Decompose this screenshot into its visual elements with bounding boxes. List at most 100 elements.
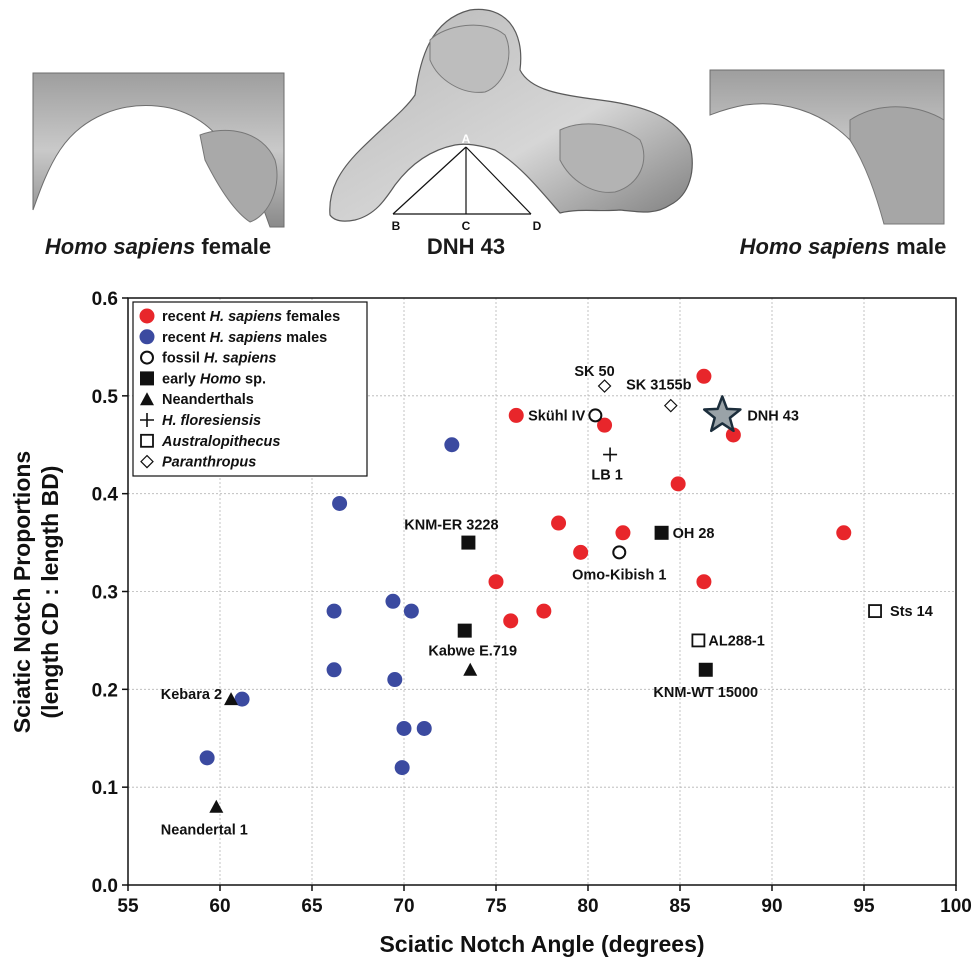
data-points — [199, 368, 882, 813]
data-point-circle-blue — [385, 593, 401, 609]
data-point-circle-blue — [326, 662, 342, 678]
legend-marker-diamond-open — [140, 454, 154, 469]
data-point-plus — [603, 447, 618, 462]
legend-entry: recent H. sapiens males — [162, 330, 327, 346]
data-point-circle-blue — [234, 691, 250, 707]
x-axis-title: Sciatic Notch Angle (degrees) — [379, 931, 704, 957]
left-image-caption: Homo sapiens female — [45, 234, 271, 259]
diagram-label-b: B — [392, 219, 401, 233]
data-point-circle-red — [725, 427, 741, 443]
data-point-star — [702, 395, 742, 433]
data-point-square-open — [691, 633, 706, 648]
legend-marker-circle-open — [140, 350, 154, 365]
legend-entry: H. floresiensis — [162, 413, 261, 429]
x-tick-label: 70 — [393, 896, 414, 917]
data-point-square-filled — [698, 662, 713, 677]
data-point-circle-blue — [387, 672, 403, 688]
y-tick-label: 0.0 — [92, 876, 118, 897]
data-point-circle-red — [696, 574, 712, 590]
data-point-circle-open — [612, 545, 627, 560]
point-label: Skühl IV — [528, 408, 586, 424]
notch-diagram — [392, 146, 532, 215]
data-point-circle-blue — [403, 603, 419, 619]
y-tick-label: 0.2 — [92, 680, 118, 701]
data-point-circle-blue — [199, 750, 215, 766]
point-label: Sts 14 — [890, 604, 933, 620]
y-axis-title-line1: Sciatic Notch Proportions — [9, 451, 35, 733]
data-point-square-filled — [461, 535, 476, 550]
x-tick-label: 90 — [761, 896, 782, 917]
data-point-circle-red — [551, 515, 567, 531]
y-tick-label: 0.1 — [92, 778, 119, 799]
data-point-diamond-open — [663, 398, 678, 413]
right-image-caption: Homo sapiens male — [740, 234, 947, 259]
data-point-circle-red — [508, 407, 524, 423]
data-point-circle-red — [503, 613, 519, 629]
point-label: OH 28 — [673, 526, 715, 542]
data-point-square-open — [868, 604, 882, 618]
data-point-triangle-filled — [224, 692, 239, 706]
data-point-circle-red — [536, 603, 552, 619]
data-point-circle-blue — [394, 760, 410, 776]
data-point-diamond-open — [597, 379, 612, 393]
data-point-triangle-filled — [463, 662, 478, 676]
data-point-square-filled — [457, 623, 472, 638]
diagram-label-a: A — [462, 132, 471, 146]
x-tick-label: 100 — [940, 896, 972, 917]
y-axis-title-line2: (length CD : length BD) — [37, 466, 63, 719]
diagram-label-c: C — [462, 219, 471, 233]
x-tick-label: 75 — [485, 896, 507, 917]
point-label: LB 1 — [591, 468, 622, 484]
legend-entry: Australopithecus — [161, 434, 280, 450]
point-label: KNM-WT 15000 — [653, 685, 758, 701]
data-point-circle-red — [696, 368, 712, 384]
legend-marker-plus — [140, 413, 154, 427]
female-pelvis-image: Homo sapiens female — [32, 72, 285, 259]
scatter-chart: 55 60 65 70 75 80 85 90 95 100 0.0 0.1 0.2 0.3 0.4 0.5… — [9, 289, 972, 957]
data-point-circle-red — [836, 525, 852, 541]
data-point-circle-red — [573, 544, 589, 560]
y-tick-label: 0.5 — [92, 387, 119, 408]
data-point-circle-red — [670, 476, 686, 492]
data-point-square-filled — [654, 525, 669, 540]
data-point-circle-blue — [326, 603, 342, 619]
x-tick-label: 80 — [577, 896, 598, 917]
data-point-circle-blue — [332, 495, 348, 511]
y-axis-title: Sciatic Notch Proportions (length CD : l… — [9, 451, 63, 733]
data-point-circle-red — [597, 417, 613, 433]
x-tick-label: 85 — [669, 896, 691, 917]
x-tick-label: 95 — [853, 896, 875, 917]
legend-marker-circle-red — [139, 308, 155, 324]
point-label: AL288-1 — [708, 633, 764, 649]
data-point-circle-red — [488, 574, 504, 590]
legend: recent H. sapiens females recent H. sapie… — [132, 301, 368, 477]
point-label: SK 50 — [574, 364, 614, 380]
point-label: Kabwe E.719 — [428, 644, 517, 660]
data-point-circle-blue — [444, 437, 460, 453]
y-tick-label: 0.3 — [92, 583, 118, 604]
dnh43-pelvis-image: A B C D DNH 43 — [329, 8, 693, 259]
x-tick-label: 60 — [209, 896, 230, 917]
x-axis-ticks: 55 60 65 70 75 80 85 90 95 100 — [117, 885, 972, 917]
data-point-triangle-filled — [209, 799, 224, 813]
point-label: Omo-Kibish 1 — [572, 567, 666, 583]
x-tick-label: 65 — [301, 896, 323, 917]
point-label: KNM-ER 3228 — [404, 518, 498, 534]
data-point-circle-blue — [416, 720, 432, 736]
legend-entry: recent H. sapiens females — [162, 309, 340, 325]
legend-marker-triangle-filled — [140, 392, 154, 406]
point-label: SK 3155b — [626, 378, 691, 394]
legend-marker-square-filled — [140, 371, 154, 386]
y-axis-ticks: 0.0 0.1 0.2 0.3 0.4 0.5 0.6 — [92, 289, 128, 897]
point-label: DNH 43 — [747, 408, 799, 424]
legend-entry: Paranthropus — [162, 455, 256, 471]
y-tick-label: 0.4 — [92, 485, 119, 506]
legend-box — [132, 301, 368, 477]
point-label: Neandertal 1 — [161, 823, 248, 839]
data-point-circle-blue — [396, 720, 412, 736]
y-tick-label: 0.6 — [92, 289, 118, 310]
x-tick-label: 55 — [117, 896, 139, 917]
point-label: Kebara 2 — [161, 687, 222, 703]
male-pelvis-image: Homo sapiens male — [709, 69, 947, 259]
